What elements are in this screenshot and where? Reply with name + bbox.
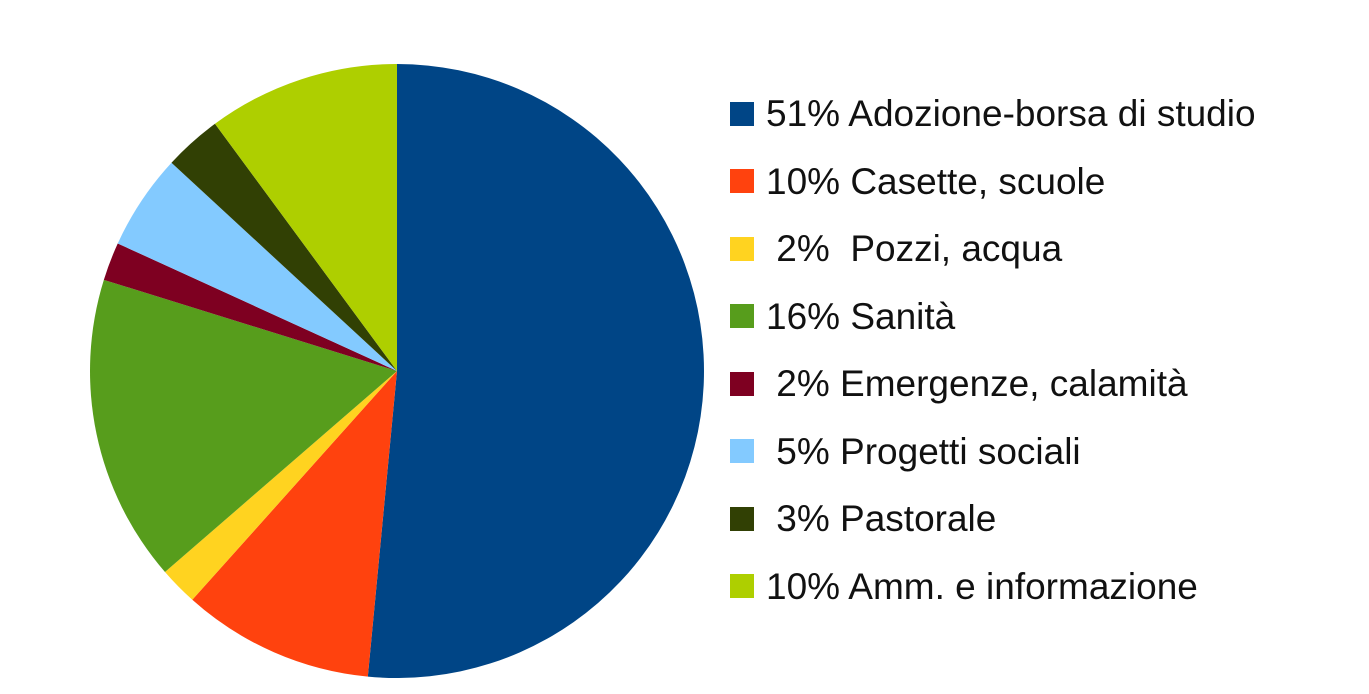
legend-label-7: 3% Pastorale	[766, 498, 997, 540]
legend-label-4: 16% Sanità	[766, 295, 956, 337]
pie-slices	[90, 64, 705, 678]
chart-legend: 51% Adozione-borsa di studio 10% Casette,…	[730, 80, 1256, 620]
legend-item-7: 3% Pastorale	[730, 485, 1256, 553]
pie-slice-3	[164, 371, 397, 600]
legend-label-1: 51% Adozione-borsa di studio	[766, 93, 1256, 135]
pie-slice-8	[214, 64, 397, 371]
legend-item-3: 2% Pozzi, acqua	[730, 215, 1256, 283]
legend-swatch-2	[730, 169, 754, 194]
pie-slice-6	[117, 162, 398, 371]
legend-swatch-8	[730, 574, 754, 599]
legend-item-8: 10% Amm. e informazione	[730, 553, 1256, 621]
legend-label-3: 2% Pozzi, acqua	[766, 228, 1063, 270]
legend-swatch-7	[730, 506, 754, 531]
pie-slice-2	[192, 371, 397, 677]
legend-item-4: 16% Sanità	[730, 283, 1256, 351]
pie-slice-4	[90, 279, 397, 573]
legend-item-1: 51% Adozione-borsa di studio	[730, 80, 1256, 148]
legend-item-6: 5% Progetti sociali	[730, 418, 1256, 486]
legend-item-2: 10% Casette, scuole	[730, 148, 1256, 216]
legend-label-6: 5% Progetti sociali	[766, 430, 1081, 472]
legend-label-2: 10% Casette, scuole	[766, 160, 1106, 202]
legend-swatch-3	[730, 236, 754, 261]
legend-swatch-4	[730, 304, 754, 329]
pie-slice-7	[171, 123, 397, 371]
legend-swatch-5	[730, 371, 754, 396]
legend-swatch-6	[730, 439, 754, 464]
pie-slice-5	[103, 243, 397, 371]
pie-slice-1	[367, 64, 705, 678]
legend-swatch-1	[730, 101, 754, 126]
legend-label-5: 2% Emergenze, calamità	[766, 363, 1188, 405]
legend-label-8: 10% Amm. e informazione	[766, 565, 1198, 607]
legend-item-5: 2% Emergenze, calamità	[730, 350, 1256, 418]
